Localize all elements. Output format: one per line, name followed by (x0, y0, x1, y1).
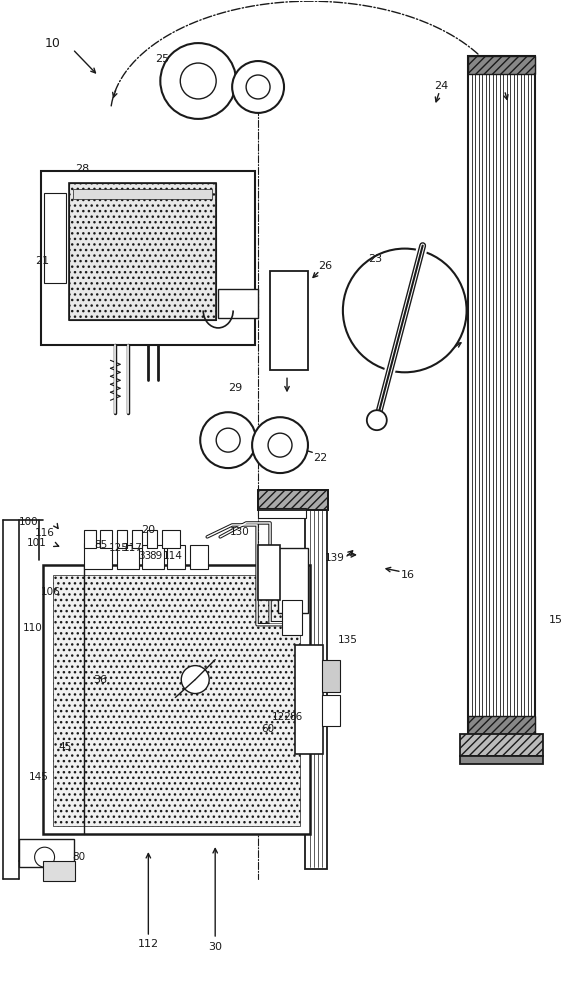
Circle shape (181, 666, 209, 694)
Text: 80: 80 (72, 852, 85, 862)
Bar (100, 530, 113, 548)
Text: 28: 28 (75, 164, 90, 174)
Bar (117, 530, 127, 548)
Text: 110: 110 (23, 623, 42, 633)
Bar (460, 734, 544, 756)
Text: 22: 22 (313, 453, 327, 463)
Text: 130: 130 (230, 527, 250, 537)
Bar (218, 289, 258, 318)
Text: 112: 112 (138, 939, 159, 949)
Circle shape (246, 75, 270, 99)
Bar (85, 543, 113, 569)
Text: 26: 26 (318, 261, 332, 271)
Text: 86: 86 (289, 712, 303, 722)
Bar (278, 548, 308, 613)
Text: 45: 45 (59, 742, 72, 752)
Text: 60: 60 (261, 724, 275, 734)
Text: 85: 85 (94, 540, 107, 550)
Circle shape (268, 433, 292, 457)
Circle shape (200, 412, 256, 468)
Bar (69, 183, 216, 320)
Text: 106: 106 (41, 587, 60, 597)
Bar (41, 171, 255, 345)
Bar (117, 545, 139, 569)
Text: 20: 20 (141, 525, 156, 535)
Text: 117: 117 (123, 543, 142, 553)
Bar (258, 490, 328, 510)
Bar (468, 56, 535, 74)
Circle shape (216, 428, 240, 452)
Text: 100: 100 (19, 517, 38, 527)
Text: 21: 21 (36, 256, 50, 266)
Text: 114: 114 (163, 551, 182, 561)
Circle shape (252, 417, 308, 473)
Bar (258, 490, 328, 510)
Bar (167, 545, 185, 569)
Text: 36: 36 (93, 675, 107, 685)
Bar (305, 490, 327, 869)
Bar (460, 756, 544, 764)
Text: 116: 116 (35, 528, 55, 538)
Text: 101: 101 (27, 538, 46, 548)
Text: 89: 89 (150, 551, 163, 561)
Text: 10: 10 (45, 37, 60, 50)
Text: 33: 33 (138, 551, 151, 561)
Circle shape (160, 43, 236, 119)
Bar (147, 530, 157, 548)
Bar (143, 545, 164, 569)
Bar (190, 545, 208, 569)
Bar (19, 839, 73, 867)
Text: 30: 30 (208, 942, 222, 952)
Circle shape (35, 847, 55, 867)
Bar (270, 271, 308, 370)
Bar (468, 716, 535, 734)
Bar (282, 600, 302, 635)
Text: 29: 29 (228, 383, 242, 393)
Bar (73, 189, 212, 199)
Circle shape (232, 61, 284, 113)
Bar (85, 530, 96, 548)
Circle shape (343, 249, 467, 372)
Bar (322, 660, 340, 692)
Text: 23: 23 (367, 254, 382, 264)
Bar (295, 645, 323, 754)
Bar (322, 695, 340, 726)
Bar (43, 861, 75, 881)
Circle shape (180, 63, 216, 99)
Text: 24: 24 (434, 81, 449, 91)
Text: 125: 125 (109, 543, 129, 553)
Bar (133, 530, 143, 548)
Bar (53, 575, 300, 826)
Bar (43, 193, 66, 283)
Text: 145: 145 (29, 772, 49, 782)
Bar (468, 56, 535, 734)
Text: 16: 16 (401, 570, 415, 580)
Bar (258, 508, 306, 518)
Text: 25: 25 (155, 54, 170, 64)
Bar (69, 183, 216, 320)
Text: 135: 135 (338, 635, 358, 645)
Circle shape (367, 410, 387, 430)
Text: 15: 15 (548, 615, 562, 625)
Bar (258, 545, 280, 600)
Bar (43, 565, 310, 834)
Text: 139: 139 (325, 553, 345, 563)
Text: 122: 122 (272, 712, 292, 722)
Bar (163, 530, 180, 548)
